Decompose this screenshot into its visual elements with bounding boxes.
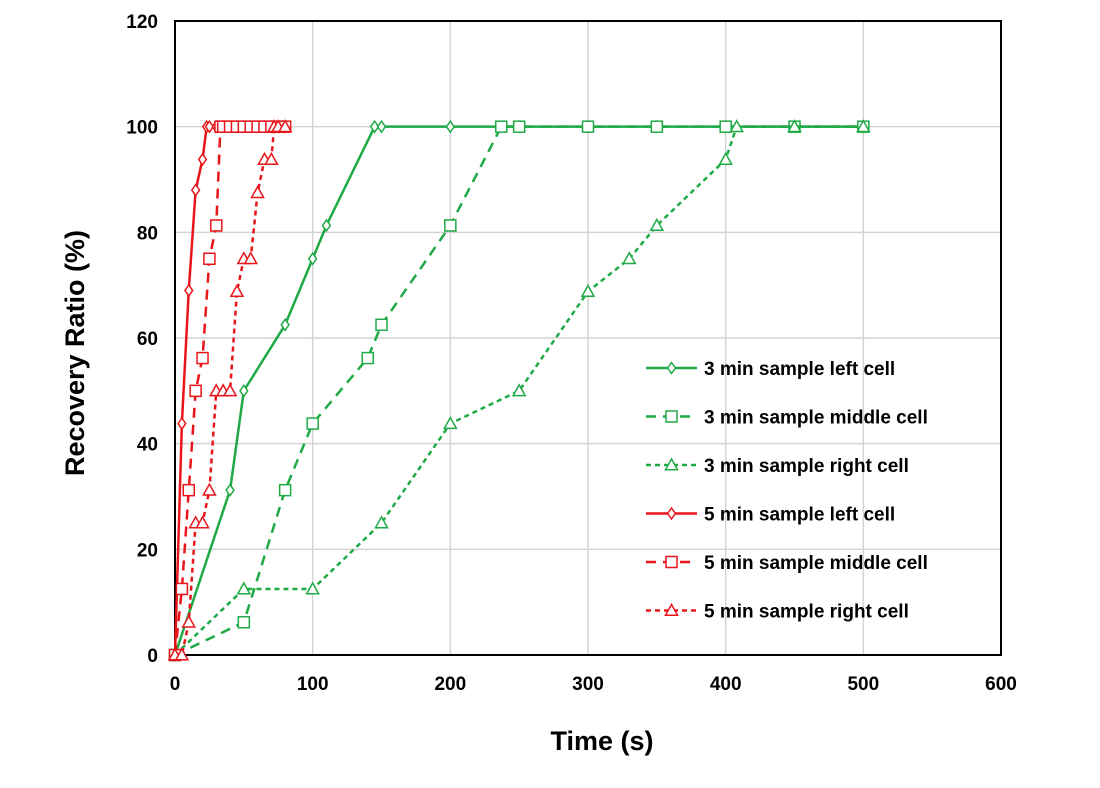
- legend-label: 5 min sample left cell: [704, 505, 895, 526]
- data-point: [177, 416, 187, 431]
- legend: 3 min sample left cell 3 min sample middl…: [646, 359, 928, 623]
- y-tick-label: 40: [137, 435, 158, 456]
- x-tick-label: 600: [985, 674, 1017, 695]
- x-tick-label: 200: [434, 674, 466, 695]
- data-point: [376, 119, 387, 134]
- data-point: [264, 151, 279, 165]
- data-point: [729, 119, 744, 133]
- data-point: [321, 218, 332, 233]
- data-point: [650, 120, 664, 133]
- y-tick-label: 0: [147, 646, 158, 667]
- data-point: [622, 251, 637, 265]
- data-point: [495, 120, 508, 133]
- legend-marker: [664, 457, 679, 471]
- legend-label: 3 min sample right cell: [704, 456, 909, 477]
- y-tick-label: 60: [137, 329, 158, 350]
- data-point: [856, 119, 871, 133]
- legend-marker: [664, 602, 679, 617]
- data-point: [307, 251, 318, 266]
- data-point: [375, 318, 388, 332]
- series-5: [168, 120, 292, 662]
- data-point: [305, 581, 320, 595]
- data-point: [181, 614, 197, 628]
- data-point: [239, 384, 249, 398]
- data-point: [184, 283, 194, 298]
- tick-labels: 0 100 200 300 400 500 600 0 20 40 60 80 100 120: [126, 12, 1017, 695]
- legend-marker: [665, 410, 678, 423]
- data-point: [277, 119, 293, 133]
- data-point: [361, 351, 374, 365]
- data-point: [203, 252, 216, 265]
- y-tick-label: 80: [137, 223, 158, 244]
- legend-label: 5 min sample right cell: [704, 602, 909, 623]
- legend-item: 3 min sample middle cell: [646, 408, 928, 429]
- x-tick-label: 100: [297, 674, 329, 695]
- legend-item: 3 min sample left cell: [646, 359, 895, 380]
- data-point: [236, 581, 252, 595]
- x-axis-title: Time (s): [550, 726, 653, 756]
- data-point: [196, 351, 209, 365]
- data-point: [222, 383, 238, 397]
- data-point: [237, 615, 251, 629]
- y-tick-label: 20: [137, 540, 158, 561]
- data-point: [280, 317, 290, 332]
- legend-item: 5 min sample left cell: [646, 505, 895, 526]
- data-point: [190, 183, 201, 197]
- series-line: [175, 125, 286, 657]
- data-point: [581, 120, 595, 133]
- y-tick-label: 120: [126, 12, 158, 33]
- data-point: [374, 515, 389, 529]
- x-tick-label: 400: [710, 674, 742, 695]
- legend-label: 3 min sample left cell: [704, 359, 895, 380]
- plot-area-frame: [174, 20, 1002, 656]
- data-point: [580, 283, 596, 298]
- data-point: [369, 119, 380, 134]
- y-tick-label: 100: [126, 118, 158, 139]
- legend-item: 3 min sample right cell: [646, 456, 909, 477]
- data-point: [182, 483, 196, 497]
- legend-marker: [666, 506, 677, 521]
- data-point: [202, 482, 217, 496]
- data-point: [204, 119, 215, 134]
- legend-item: 5 min sample middle cell: [646, 553, 928, 574]
- series-layer: [167, 119, 871, 662]
- data-point: [189, 384, 202, 398]
- data-point: [445, 119, 456, 134]
- legend-label: 3 min sample middle cell: [704, 408, 928, 429]
- data-point: [278, 483, 292, 497]
- x-tick-label: 500: [847, 674, 879, 695]
- data-point: [718, 151, 733, 165]
- data-point: [229, 283, 245, 298]
- legend-marker: [666, 361, 677, 375]
- x-tick-label: 300: [572, 674, 604, 695]
- data-point: [444, 219, 457, 232]
- data-point: [243, 251, 258, 265]
- x-tick-label: 0: [170, 674, 181, 695]
- data-point: [511, 383, 527, 397]
- y-axis-title: Recovery Ratio (%): [60, 230, 90, 476]
- series-line: [174, 125, 864, 657]
- data-point: [225, 483, 235, 497]
- data-point: [787, 119, 802, 133]
- legend-item: 5 min sample right cell: [646, 602, 909, 623]
- data-point: [719, 120, 732, 133]
- data-point: [306, 417, 319, 430]
- legend-marker: [665, 555, 678, 569]
- data-point: [250, 185, 265, 199]
- series-6: [167, 119, 293, 661]
- data-point: [197, 152, 208, 167]
- data-point: [174, 647, 190, 661]
- data-point: [195, 515, 210, 529]
- data-point: [443, 416, 458, 430]
- data-point: [512, 120, 526, 133]
- data-point: [649, 217, 665, 232]
- series-3: [167, 119, 871, 661]
- legend-label: 5 min sample middle cell: [704, 553, 928, 574]
- data-point: [175, 582, 189, 596]
- data-point: [210, 219, 223, 232]
